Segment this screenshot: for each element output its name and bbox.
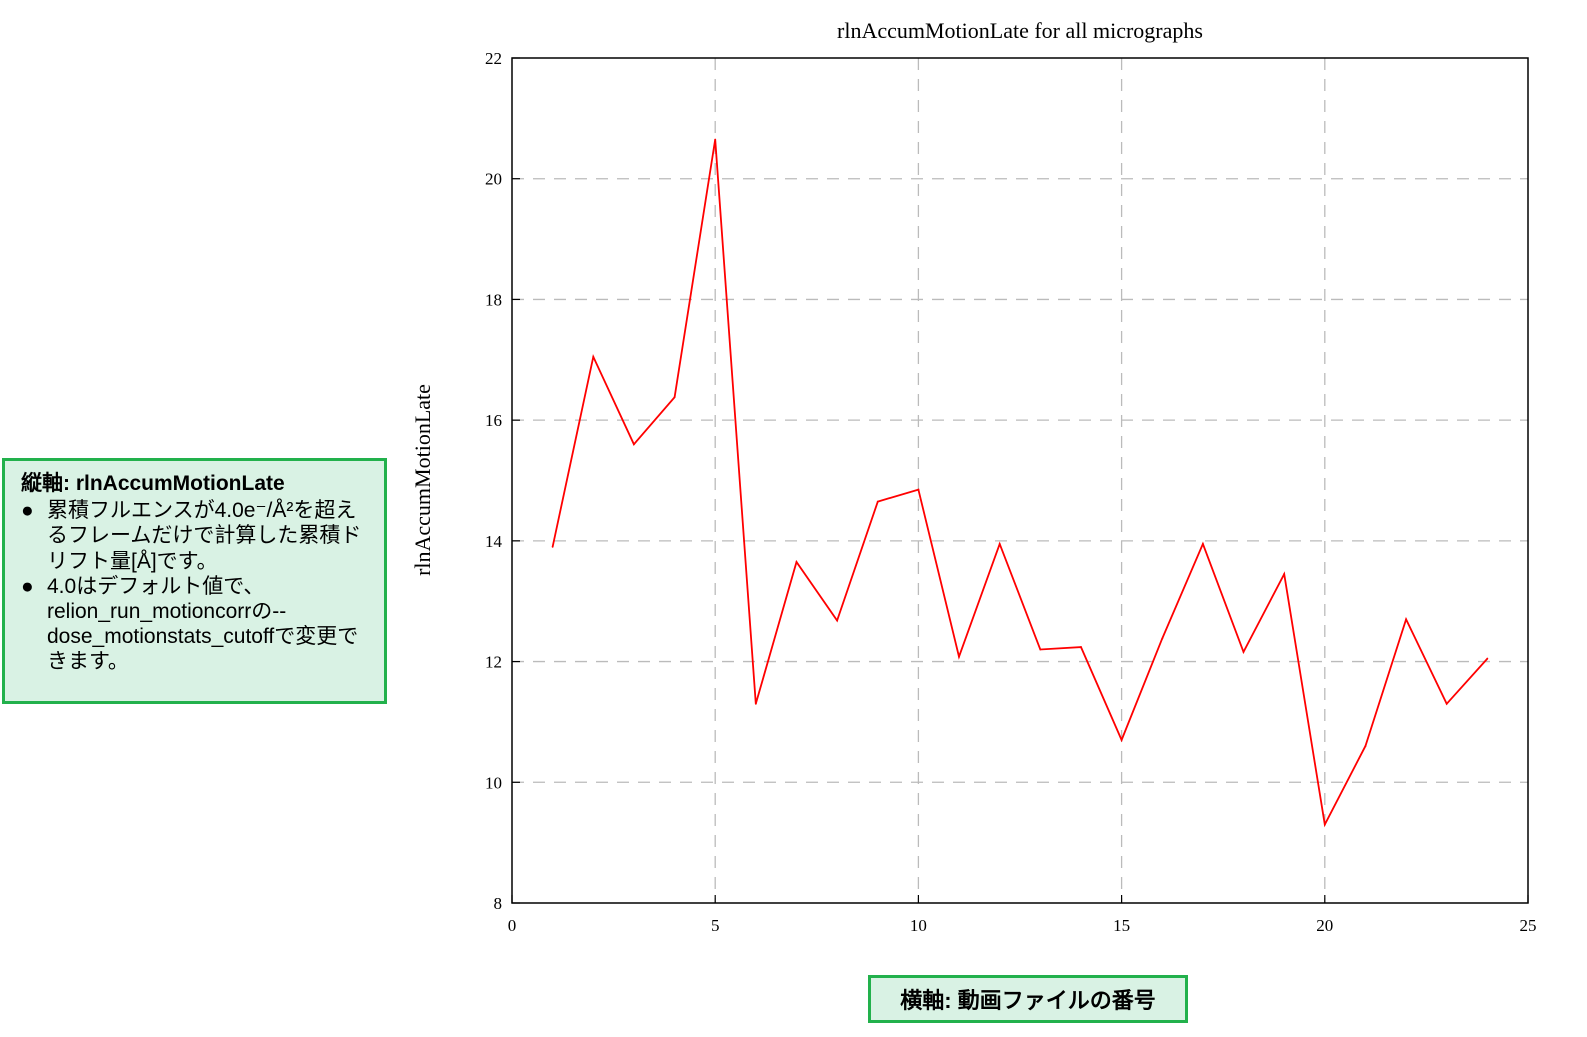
- x-tick-label: 15: [1113, 916, 1130, 935]
- data-point: [1039, 648, 1042, 651]
- x-tick-label: 20: [1316, 916, 1333, 935]
- data-point: [714, 138, 717, 141]
- bullet-icon: ●: [21, 574, 34, 598]
- data-point: [1201, 542, 1204, 545]
- y-axis-note-text: 累積フルエンスが4.0e⁻/Å²を超えるフレームだけで計算した累積ドリフト量[Å…: [47, 499, 362, 573]
- y-tick-label: 8: [494, 894, 503, 913]
- data-point: [673, 396, 676, 399]
- grid: [512, 58, 1528, 903]
- data-point: [876, 500, 879, 503]
- data-point: [958, 655, 960, 658]
- x-axis-note-text: 横軸: 動画ファイルの番号: [900, 988, 1156, 1013]
- axis-ticks: 0 5 10 15 20 25 8 10 12 14 16 18 20 22: [485, 49, 1537, 935]
- data-point: [836, 619, 839, 622]
- data-point: [1242, 651, 1245, 653]
- y-tick-label: 16: [485, 411, 502, 430]
- y-tick-label: 18: [485, 290, 502, 309]
- y-axis-note: 縦軸: rlnAccumMotionLate ● 累積フルエンスが4.0e⁻/Å…: [2, 458, 387, 704]
- bullet-icon: ●: [21, 499, 34, 523]
- chart-title: rlnAccumMotionLate for all micrographs: [837, 18, 1203, 43]
- y-axis-note-text: 4.0はデフォルト値で、relion_run_motioncorrの--dose…: [47, 574, 359, 674]
- series-layer: [551, 138, 1489, 828]
- y-tick-label: 14: [485, 532, 503, 551]
- data-point: [998, 542, 1001, 545]
- y-axis-label: rlnAccumMotionLate: [410, 384, 435, 576]
- data-point: [1080, 646, 1082, 648]
- data-point: [1405, 618, 1407, 621]
- y-tick-label: 22: [485, 49, 502, 68]
- data-point: [551, 545, 554, 548]
- data-point: [1283, 573, 1286, 575]
- y-tick-label: 20: [485, 170, 502, 189]
- x-tick-label: 25: [1520, 916, 1537, 935]
- data-point: [1161, 637, 1164, 640]
- data-point: [633, 443, 635, 446]
- y-tick-label: 10: [485, 773, 502, 792]
- y-tick-label: 12: [485, 653, 502, 672]
- series-line: [551, 139, 1489, 828]
- data-point: [917, 488, 920, 491]
- data-point: [592, 355, 595, 358]
- data-point: [1120, 739, 1123, 741]
- data-point: [1445, 702, 1448, 705]
- data-point: [754, 702, 757, 705]
- data-point: [1486, 657, 1489, 660]
- y-axis-note-item: ● 累積フルエンスが4.0e⁻/Å²を超えるフレームだけで計算した累積ドリフト量…: [21, 498, 374, 574]
- data-point: [795, 561, 798, 563]
- data-point: [1364, 745, 1367, 747]
- y-axis-note-item: ● 4.0はデフォルト値で、relion_run_motioncorrの--do…: [21, 574, 374, 675]
- plot-frame: [511, 57, 1529, 904]
- x-axis-note: 横軸: 動画ファイルの番号: [868, 975, 1188, 1023]
- x-tick-label: 5: [711, 916, 720, 935]
- x-tick-label: 0: [508, 916, 517, 935]
- data-point: [1323, 823, 1326, 826]
- x-tick-label: 10: [910, 916, 927, 935]
- y-axis-note-title: 縦軸: rlnAccumMotionLate: [21, 472, 285, 495]
